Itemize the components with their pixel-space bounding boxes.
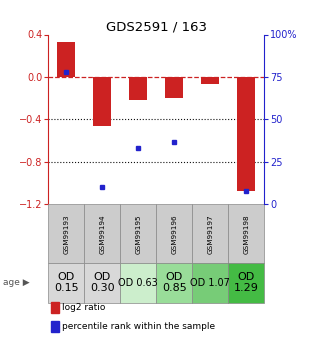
Bar [129,77,147,100]
Text: OD
0.15: OD 0.15 [54,273,79,293]
Bar [228,205,264,263]
Bar [192,205,228,263]
Bar [48,205,84,263]
Bar [120,263,156,303]
Text: GSM99197: GSM99197 [207,214,213,254]
Text: log2 ratio: log2 ratio [62,303,105,312]
Text: age ▶: age ▶ [3,278,30,287]
Text: OD 0.63: OD 0.63 [118,278,158,288]
Text: GSM99196: GSM99196 [171,214,177,254]
Bar [48,263,84,303]
Bar [84,263,120,303]
Text: OD
0.85: OD 0.85 [162,273,187,293]
Bar [165,77,183,98]
Bar [84,205,120,263]
Bar [120,205,156,263]
Title: GDS2591 / 163: GDS2591 / 163 [106,20,207,33]
Text: GSM99194: GSM99194 [99,214,105,254]
Bar [93,77,111,126]
Text: OD 1.07: OD 1.07 [190,278,230,288]
Bar [156,263,192,303]
Bar [156,205,192,263]
Text: percentile rank within the sample: percentile rank within the sample [62,322,215,331]
Text: GSM99198: GSM99198 [243,214,249,254]
Bar [228,263,264,303]
Bar [192,263,228,303]
Text: OD
0.30: OD 0.30 [90,273,114,293]
Text: GSM99193: GSM99193 [63,214,69,254]
Bar [237,77,255,191]
Bar [57,42,75,77]
Bar [201,77,219,85]
Text: OD
1.29: OD 1.29 [234,273,259,293]
Text: GSM99195: GSM99195 [135,214,141,254]
